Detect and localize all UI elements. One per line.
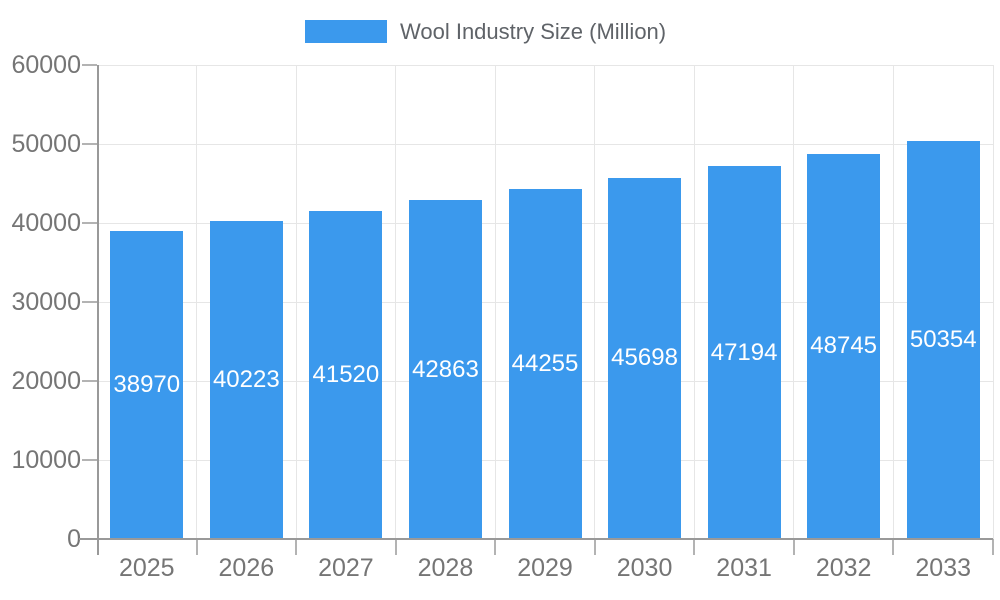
- bar: [209, 221, 283, 539]
- y-axis-label: 30000: [11, 288, 81, 316]
- bar-value-label: 50354: [909, 326, 977, 354]
- y-axis-label: 10000: [11, 446, 81, 474]
- bar-value-label: 42863: [412, 355, 479, 383]
- y-axis-tick: [82, 222, 97, 224]
- x-gridline: [693, 65, 695, 539]
- x-gridline: [494, 65, 496, 539]
- y-axis-tick: [82, 64, 97, 66]
- x-axis-tick: [494, 539, 497, 555]
- x-axis-label: 2028: [417, 554, 474, 582]
- x-gridline: [295, 65, 297, 539]
- x-axis-label: 2027: [318, 554, 374, 582]
- x-gridline: [892, 65, 894, 539]
- x-axis-label: 2025: [118, 554, 175, 582]
- y-axis-line: [97, 65, 99, 555]
- bar-value-label: 41520: [312, 360, 380, 388]
- x-axis-label: 2026: [218, 554, 275, 582]
- chart-legend: Wool Industry Size (Million): [305, 19, 666, 44]
- plot-area: 0 10000 20000 30000 40000 50000 60000 38970 2025…: [11, 51, 994, 582]
- bar: [508, 189, 582, 539]
- x-gridline: [992, 65, 994, 539]
- bar-value-label: 40223: [212, 366, 280, 394]
- bar: [309, 210, 383, 539]
- y-axis-label: 40000: [11, 209, 81, 237]
- x-axis-tick: [394, 539, 397, 555]
- x-axis-line: [79, 538, 993, 540]
- x-axis-label: 2031: [716, 554, 772, 582]
- x-axis-tick: [195, 539, 198, 555]
- x-gridline: [395, 65, 397, 539]
- x-axis-tick: [892, 539, 895, 555]
- y-axis-label: 60000: [11, 51, 81, 79]
- y-gridline: [97, 143, 993, 145]
- y-axis-tick: [82, 459, 97, 461]
- bar-value-label: 38970: [113, 371, 181, 399]
- x-gridline: [793, 65, 795, 539]
- legend-swatch-icon: [305, 20, 387, 43]
- y-axis-tick: [82, 143, 97, 145]
- bar: [608, 177, 682, 539]
- legend-label: Wool Industry Size (Million): [400, 18, 667, 44]
- bar: [707, 166, 781, 539]
- y-gridline: [97, 64, 993, 66]
- bar-value-label: 44255: [511, 350, 579, 378]
- x-axis-tick: [593, 539, 596, 555]
- bar: [807, 153, 881, 539]
- y-axis-label: 20000: [11, 367, 81, 395]
- y-axis-label: 50000: [11, 130, 81, 158]
- x-axis-tick: [792, 539, 795, 555]
- x-axis-tick: [295, 539, 298, 555]
- x-axis-label: 2029: [517, 554, 573, 582]
- y-axis-tick: [82, 301, 97, 303]
- bar: [906, 141, 980, 539]
- bar: [408, 200, 482, 539]
- bar-value-label: 45698: [611, 344, 678, 372]
- x-gridline: [196, 65, 198, 539]
- x-axis-label: 2032: [815, 554, 872, 582]
- x-axis-tick: [992, 539, 994, 555]
- bar: [110, 231, 184, 539]
- y-axis-label: 0: [67, 525, 81, 553]
- x-axis-tick: [693, 539, 696, 555]
- x-gridline: [594, 65, 596, 539]
- bar-value-label: 47194: [710, 338, 778, 366]
- y-axis-tick: [82, 380, 97, 382]
- x-axis-label: 2033: [915, 554, 972, 582]
- bar-value-label: 48745: [810, 332, 878, 360]
- x-axis-label: 2030: [616, 554, 673, 582]
